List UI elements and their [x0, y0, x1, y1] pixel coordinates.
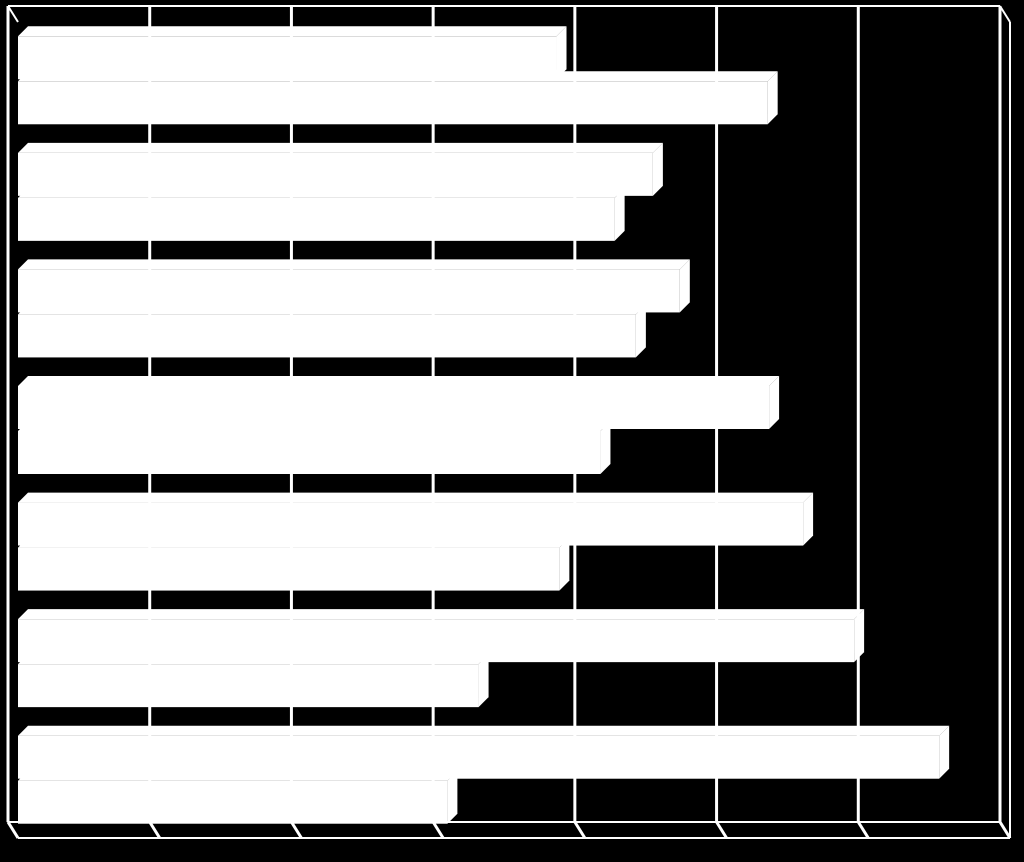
bar-top	[18, 493, 813, 503]
bar	[18, 548, 559, 591]
horizontal-bar-chart	[0, 0, 1024, 862]
bar-top	[18, 609, 864, 619]
bar	[18, 431, 600, 474]
bar-top	[18, 71, 778, 81]
bar-top	[18, 421, 610, 431]
bar	[18, 664, 479, 707]
bar-top	[18, 771, 457, 781]
bar-top	[18, 304, 646, 314]
bar-top	[18, 726, 949, 736]
bar-top	[18, 26, 567, 36]
bar-top	[18, 259, 690, 269]
bar	[18, 81, 768, 124]
bar-top	[18, 376, 779, 386]
bar-top	[18, 538, 569, 548]
bar-top	[18, 143, 663, 153]
bar	[18, 314, 636, 357]
bar-top	[18, 654, 489, 664]
bar-top	[18, 188, 625, 198]
bar	[18, 781, 447, 824]
bar	[18, 198, 615, 241]
